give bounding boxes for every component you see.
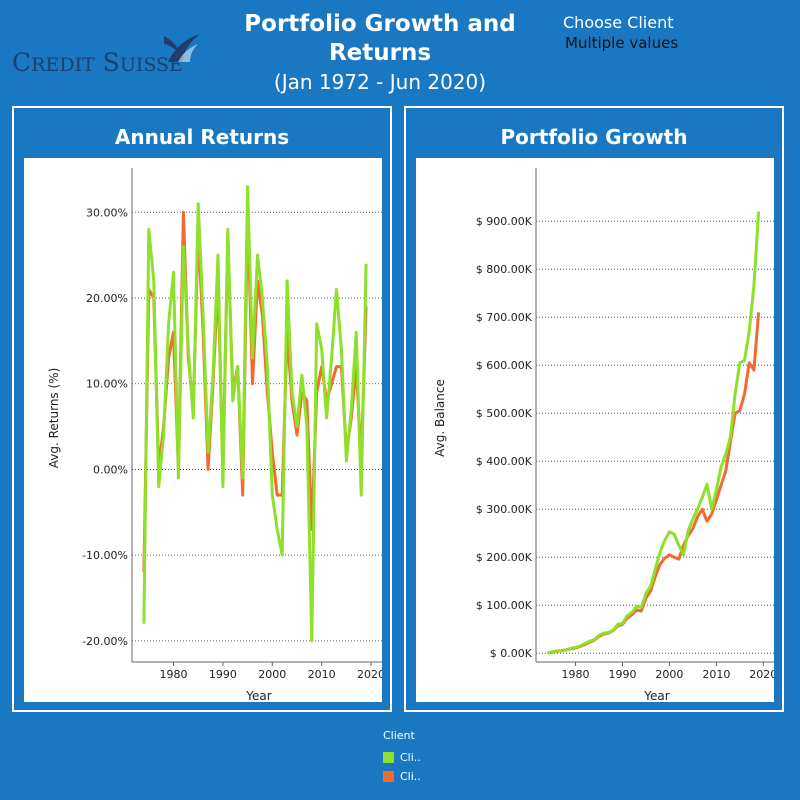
- y-axis-label: Avg. Returns (%): [47, 368, 61, 469]
- page-title: Portfolio Growth and Returns: [244, 11, 516, 66]
- series-line-client-2: [547, 312, 761, 655]
- portfolio-growth-chart[interactable]: $ 0.00K $ 100.00K $ 200.00K $ 300.00K $ 400.…: [416, 158, 777, 703]
- y-tick-label: $ 400.00K: [476, 455, 533, 468]
- x-tick-label: 2000: [258, 668, 286, 681]
- client-filter-dropdown[interactable]: Multiple values: [565, 34, 679, 52]
- legend-swatch-green: [383, 752, 394, 763]
- portfolio-growth-title: Portfolio Growth: [500, 125, 688, 149]
- choose-client-label: Choose Client: [563, 13, 674, 32]
- y-tick-label: $ 800.00K: [476, 263, 533, 276]
- x-tick-label: 2010: [702, 668, 730, 681]
- legend-swatch-orange: [383, 771, 394, 782]
- y-tick-label: $ 200.00K: [476, 551, 533, 564]
- portfolio-growth-panel: Portfolio Growth $ 0.00K $ 100.00K $ 200.0…: [404, 106, 784, 712]
- sails-icon: [164, 34, 200, 62]
- y-tick-label: 10.00%: [86, 378, 128, 391]
- x-tick-label: 2020: [357, 668, 382, 681]
- y-tick-label: $ 0.00K: [490, 647, 533, 660]
- y-tick-label: $ 600.00K: [476, 359, 533, 372]
- y-tick-label: -20.00%: [82, 635, 128, 648]
- annual-returns-panel: Annual Returns -20.00% -10.00% 0.00% 10.00%…: [12, 106, 392, 712]
- x-tick-label: 1980: [562, 668, 590, 681]
- page-subtitle: (Jan 1972 - Jun 2020): [273, 70, 487, 94]
- logo-text: CREDIT SUISSE: [12, 48, 183, 77]
- x-tick-label: 1990: [209, 668, 237, 681]
- y-tick-label: 20.00%: [86, 292, 128, 305]
- legend-item-client-1[interactable]: Cli..: [383, 748, 421, 767]
- series-line-client-1: [142, 185, 368, 643]
- legend-title: Client: [383, 729, 415, 742]
- annual-returns-title: Annual Returns: [114, 125, 290, 149]
- legend-label: Cli..: [400, 770, 421, 783]
- x-axis-label: Year: [643, 689, 669, 702]
- y-tick-label: $ 500.00K: [476, 407, 533, 420]
- y-tick-label: $ 300.00K: [476, 503, 533, 516]
- legend-item-client-2[interactable]: Cli..: [383, 767, 421, 786]
- y-tick-label: -10.00%: [82, 549, 128, 562]
- x-axis-label: Year: [245, 689, 271, 702]
- x-tick-label: 2010: [308, 668, 336, 681]
- x-tick-label: 1980: [160, 668, 188, 681]
- y-tick-label: $ 900.00K: [476, 215, 533, 228]
- credit-suisse-logo: CREDIT SUISSE: [12, 32, 202, 82]
- client-legend: Client Cli.. Cli..: [383, 729, 421, 786]
- legend-label: Cli..: [400, 751, 421, 764]
- y-axis-label: Avg. Balance: [433, 379, 447, 457]
- x-tick-label: 1990: [608, 668, 636, 681]
- portfolio-growth-plot: $ 0.00K $ 100.00K $ 200.00K $ 300.00K $ 400.…: [416, 158, 777, 703]
- series-line-client-1: [546, 211, 761, 655]
- y-tick-label: $ 700.00K: [476, 311, 533, 324]
- x-tick-label: 2020: [749, 668, 774, 681]
- x-tick-label: 2000: [655, 668, 683, 681]
- y-tick-label: $ 100.00K: [476, 599, 533, 612]
- annual-returns-plot: -20.00% -10.00% 0.00% 10.00% 20.00% 30.00% 198…: [24, 158, 385, 703]
- y-tick-label: 30.00%: [86, 206, 128, 219]
- annual-returns-chart[interactable]: -20.00% -10.00% 0.00% 10.00% 20.00% 30.00% 198…: [24, 158, 385, 703]
- y-tick-label: 0.00%: [93, 463, 128, 476]
